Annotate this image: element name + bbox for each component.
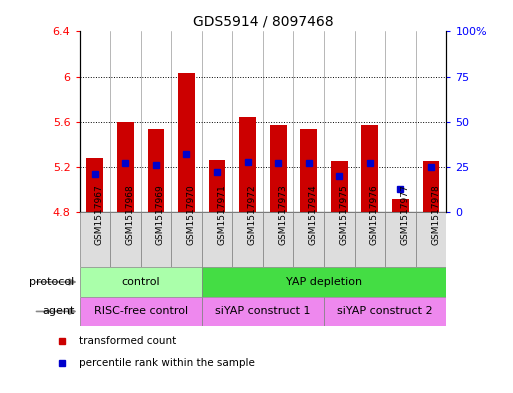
Bar <box>300 129 317 212</box>
Text: GSM1517967: GSM1517967 <box>95 185 104 245</box>
Text: GSM1517972: GSM1517972 <box>248 185 256 245</box>
Bar <box>392 199 409 212</box>
Bar <box>202 267 446 297</box>
Bar <box>416 212 446 267</box>
Bar <box>293 212 324 267</box>
Text: control: control <box>122 277 160 287</box>
Bar <box>354 212 385 267</box>
Bar <box>209 160 226 212</box>
Bar <box>80 297 202 326</box>
Bar <box>324 212 354 267</box>
Text: siYAP construct 2: siYAP construct 2 <box>338 307 433 316</box>
Text: GSM1517976: GSM1517976 <box>370 185 379 245</box>
Bar <box>171 212 202 267</box>
Bar <box>385 212 416 267</box>
Bar <box>178 73 195 212</box>
Bar <box>110 212 141 267</box>
Text: GSM1517970: GSM1517970 <box>187 185 195 245</box>
Text: percentile rank within the sample: percentile rank within the sample <box>79 358 255 368</box>
Bar <box>202 212 232 267</box>
Bar <box>86 158 103 212</box>
Text: GSM1517973: GSM1517973 <box>278 185 287 245</box>
Bar <box>202 297 324 326</box>
Bar <box>270 125 287 212</box>
Text: GSM1517971: GSM1517971 <box>217 185 226 245</box>
Bar <box>263 212 293 267</box>
Bar <box>141 212 171 267</box>
Text: protocol: protocol <box>29 277 74 287</box>
Text: GSM1517968: GSM1517968 <box>125 185 134 245</box>
Bar <box>232 212 263 267</box>
Bar <box>362 125 378 212</box>
Title: GDS5914 / 8097468: GDS5914 / 8097468 <box>192 15 333 29</box>
Bar <box>80 267 202 297</box>
Text: GSM1517978: GSM1517978 <box>431 185 440 245</box>
Text: RISC-free control: RISC-free control <box>93 307 188 316</box>
Bar <box>80 212 110 267</box>
Text: YAP depletion: YAP depletion <box>286 277 362 287</box>
Bar <box>148 129 164 212</box>
Text: siYAP construct 1: siYAP construct 1 <box>215 307 311 316</box>
Text: GSM1517975: GSM1517975 <box>339 185 348 245</box>
Bar <box>331 162 348 212</box>
Bar <box>239 118 256 212</box>
Bar <box>117 122 134 212</box>
Text: GSM1517974: GSM1517974 <box>309 185 318 245</box>
Text: agent: agent <box>42 307 74 316</box>
Bar <box>324 297 446 326</box>
Bar <box>423 162 440 212</box>
Text: transformed count: transformed count <box>79 336 176 346</box>
Text: GSM1517977: GSM1517977 <box>401 185 409 245</box>
Text: GSM1517969: GSM1517969 <box>156 185 165 245</box>
